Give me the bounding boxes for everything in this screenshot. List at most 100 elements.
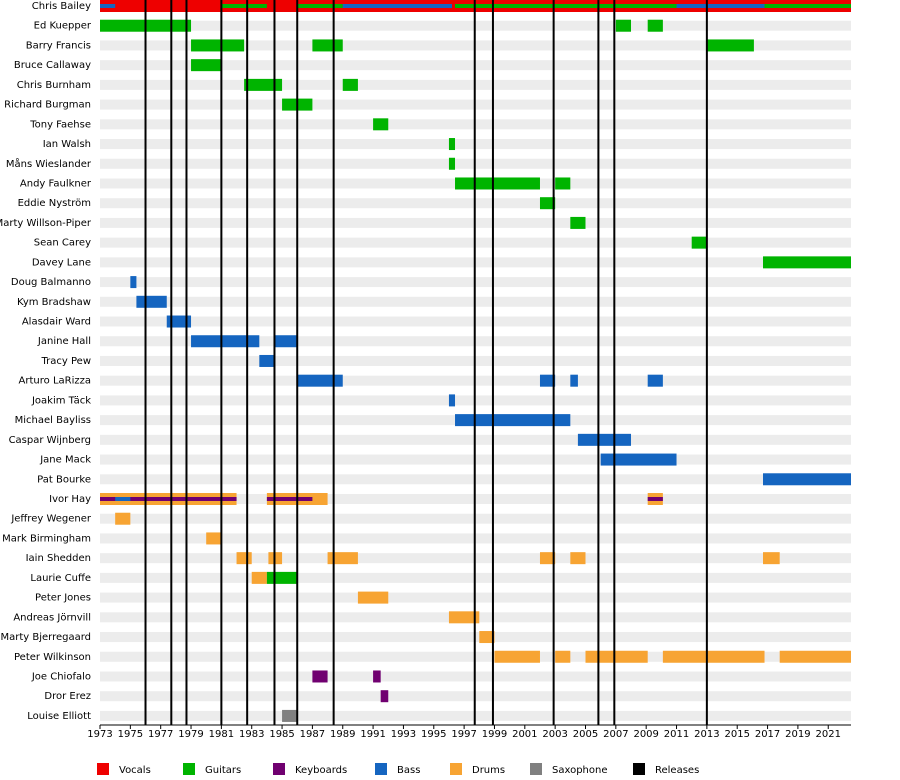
role-stripe <box>647 497 663 501</box>
member-name: Dror Erez <box>44 691 91 702</box>
member-name: Ivor Hay <box>49 494 91 505</box>
x-tick-label: 2009 <box>633 729 658 740</box>
member-name: Marty Willson-Piper <box>0 218 92 229</box>
role-bar <box>448 138 456 151</box>
role-bar <box>455 177 540 190</box>
member-name: Peter Wilkinson <box>14 652 91 663</box>
role-stripe <box>455 4 677 8</box>
legend-label: Vocals <box>119 765 151 776</box>
role-bar <box>615 19 632 32</box>
x-tick-label: 1987 <box>300 729 325 740</box>
member-name: Alasdair Ward <box>22 317 91 328</box>
role-bar <box>282 709 298 722</box>
role-bar <box>494 650 540 663</box>
role-bar <box>380 690 389 703</box>
x-tick-label: 1991 <box>360 729 385 740</box>
role-bar <box>251 571 267 584</box>
member-name: Richard Burgman <box>4 100 91 111</box>
legend-swatch <box>183 763 195 775</box>
role-bar <box>191 59 222 72</box>
x-tick-label: 1979 <box>178 729 203 740</box>
legend-label: Drums <box>472 765 505 776</box>
member-name: Chris Bailey <box>32 1 91 12</box>
role-bar <box>448 394 456 407</box>
role-bar <box>327 552 358 565</box>
member-name: Michael Bayliss <box>15 415 91 426</box>
role-bar <box>259 354 275 367</box>
member-name: Arturo LaRizza <box>19 376 91 387</box>
member-name: Davey Lane <box>32 257 91 268</box>
x-tick-label: 2005 <box>573 729 598 740</box>
role-bar <box>130 276 137 289</box>
x-tick-label: 1995 <box>421 729 446 740</box>
x-tick-label: 2017 <box>755 729 780 740</box>
member-name: Laurie Cuffe <box>30 573 91 584</box>
role-bar <box>585 650 648 663</box>
role-bar <box>274 335 298 348</box>
role-bar <box>357 591 389 604</box>
member-name: Sean Carey <box>34 238 91 249</box>
role-stripe <box>221 4 267 8</box>
role-bar <box>448 611 480 624</box>
role-bar <box>570 374 578 387</box>
member-name: Caspar Wijnberg <box>9 435 91 446</box>
x-tick-label: 1993 <box>391 729 416 740</box>
member-name: Louise Elliott <box>27 711 91 722</box>
member-name: Ed Kuepper <box>34 21 92 32</box>
role-bar <box>266 571 298 584</box>
x-tick-label: 1989 <box>330 729 355 740</box>
role-stripe <box>297 4 343 8</box>
legend-swatch <box>273 763 285 775</box>
x-tick-label: 1981 <box>209 729 234 740</box>
role-bar <box>779 650 851 663</box>
role-bar <box>206 532 222 545</box>
role-bar <box>244 78 283 91</box>
role-bar <box>647 374 663 387</box>
role-bar <box>539 374 556 387</box>
x-tick-label: 2007 <box>603 729 628 740</box>
member-name: Doug Balmanno <box>11 277 91 288</box>
role-bar <box>706 39 754 52</box>
role-bar <box>479 631 495 644</box>
role-bar <box>191 39 245 52</box>
member-name: Jane Mack <box>39 455 91 466</box>
legend-swatch <box>97 763 109 775</box>
role-bar <box>763 473 851 486</box>
member-name: Joakim Täck <box>31 395 91 406</box>
x-tick-label: 2013 <box>694 729 719 740</box>
role-bar <box>662 650 765 663</box>
x-tick-label: 2021 <box>816 729 841 740</box>
x-tick-label: 1997 <box>451 729 476 740</box>
role-bar <box>647 19 663 32</box>
role-bar <box>342 78 358 91</box>
role-bar <box>448 157 456 170</box>
role-bar <box>539 552 556 565</box>
role-bar <box>539 197 556 210</box>
role-bar <box>763 552 780 565</box>
legend-swatch <box>633 763 645 775</box>
legend-label: Releases <box>655 765 699 776</box>
member-name: Joe Chiofalo <box>31 671 91 682</box>
member-name: Peter Jones <box>35 593 91 604</box>
role-bar <box>763 256 851 269</box>
role-bar <box>600 453 677 466</box>
x-tick-label: 1985 <box>269 729 294 740</box>
legend-swatch <box>375 763 387 775</box>
member-name: Mark Birmingham <box>2 533 91 544</box>
role-stripe <box>100 497 237 501</box>
role-bar <box>570 216 586 229</box>
member-name: Janine Hall <box>37 336 91 347</box>
member-name: Bruce Callaway <box>14 60 91 71</box>
legend-label: Bass <box>397 765 420 776</box>
role-bar <box>455 414 571 427</box>
role-stripe <box>342 4 452 8</box>
role-bar <box>136 295 167 308</box>
legend-swatch <box>450 763 462 775</box>
x-tick-label: 1977 <box>148 729 173 740</box>
member-name: Chris Burnham <box>17 80 91 91</box>
member-name: Måns Wieslander <box>6 157 92 170</box>
x-tick-label: 2011 <box>664 729 689 740</box>
x-tick-label: 2003 <box>542 729 567 740</box>
role-stripe <box>764 4 851 8</box>
